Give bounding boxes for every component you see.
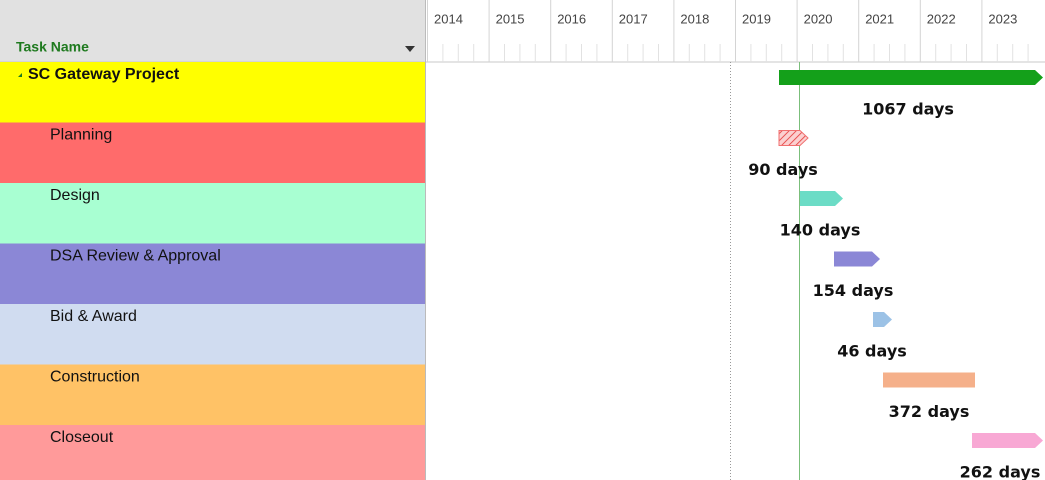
task-row[interactable] — [0, 183, 425, 244]
task-bar[interactable] — [972, 433, 1043, 448]
task-name[interactable]: Closeout — [50, 429, 114, 446]
duration-label: 372 days — [889, 402, 970, 421]
task-row[interactable] — [0, 243, 425, 305]
duration-label: 90 days — [748, 160, 818, 179]
task-name[interactable]: SC Gateway Project — [28, 66, 180, 83]
task-row[interactable] — [0, 304, 425, 365]
year-label: 2014 — [434, 11, 463, 26]
year-label: 2018 — [680, 11, 709, 26]
task-bar[interactable] — [873, 312, 892, 327]
task-name[interactable]: Planning — [50, 127, 112, 144]
duration-label: 154 days — [813, 281, 894, 300]
task-name[interactable]: Design — [50, 187, 100, 204]
task-name[interactable]: DSA Review & Approval — [50, 248, 221, 265]
summary-bar[interactable] — [779, 70, 1043, 85]
year-label: 2016 — [557, 11, 586, 26]
task-bar[interactable] — [883, 372, 975, 388]
task-row[interactable] — [0, 425, 425, 480]
year-label: 2019 — [742, 11, 771, 26]
column-header[interactable]: Task Name — [16, 39, 89, 55]
task-row[interactable] — [0, 364, 425, 426]
year-label: 2015 — [496, 11, 525, 26]
task-row[interactable] — [0, 62, 425, 123]
year-label: 2023 — [988, 11, 1017, 26]
year-label: 2020 — [804, 11, 833, 26]
task-row[interactable] — [0, 122, 425, 184]
task-bar[interactable] — [778, 130, 809, 146]
duration-label: 46 days — [837, 342, 907, 361]
duration-label: 140 days — [780, 221, 861, 240]
year-label: 2022 — [927, 11, 956, 26]
year-label: 2017 — [619, 11, 648, 26]
task-bar[interactable] — [834, 251, 880, 267]
duration-label: 1067 days — [862, 100, 954, 119]
task-bar[interactable] — [800, 191, 843, 206]
task-name[interactable]: Bid & Award — [50, 308, 137, 325]
task-name[interactable]: Construction — [50, 369, 140, 386]
duration-label: 262 days — [960, 463, 1041, 480]
year-label: 2021 — [865, 11, 894, 26]
collapse-toggle[interactable] — [18, 73, 22, 77]
dropdown-arrow[interactable] — [405, 46, 415, 52]
table-header — [0, 0, 425, 62]
